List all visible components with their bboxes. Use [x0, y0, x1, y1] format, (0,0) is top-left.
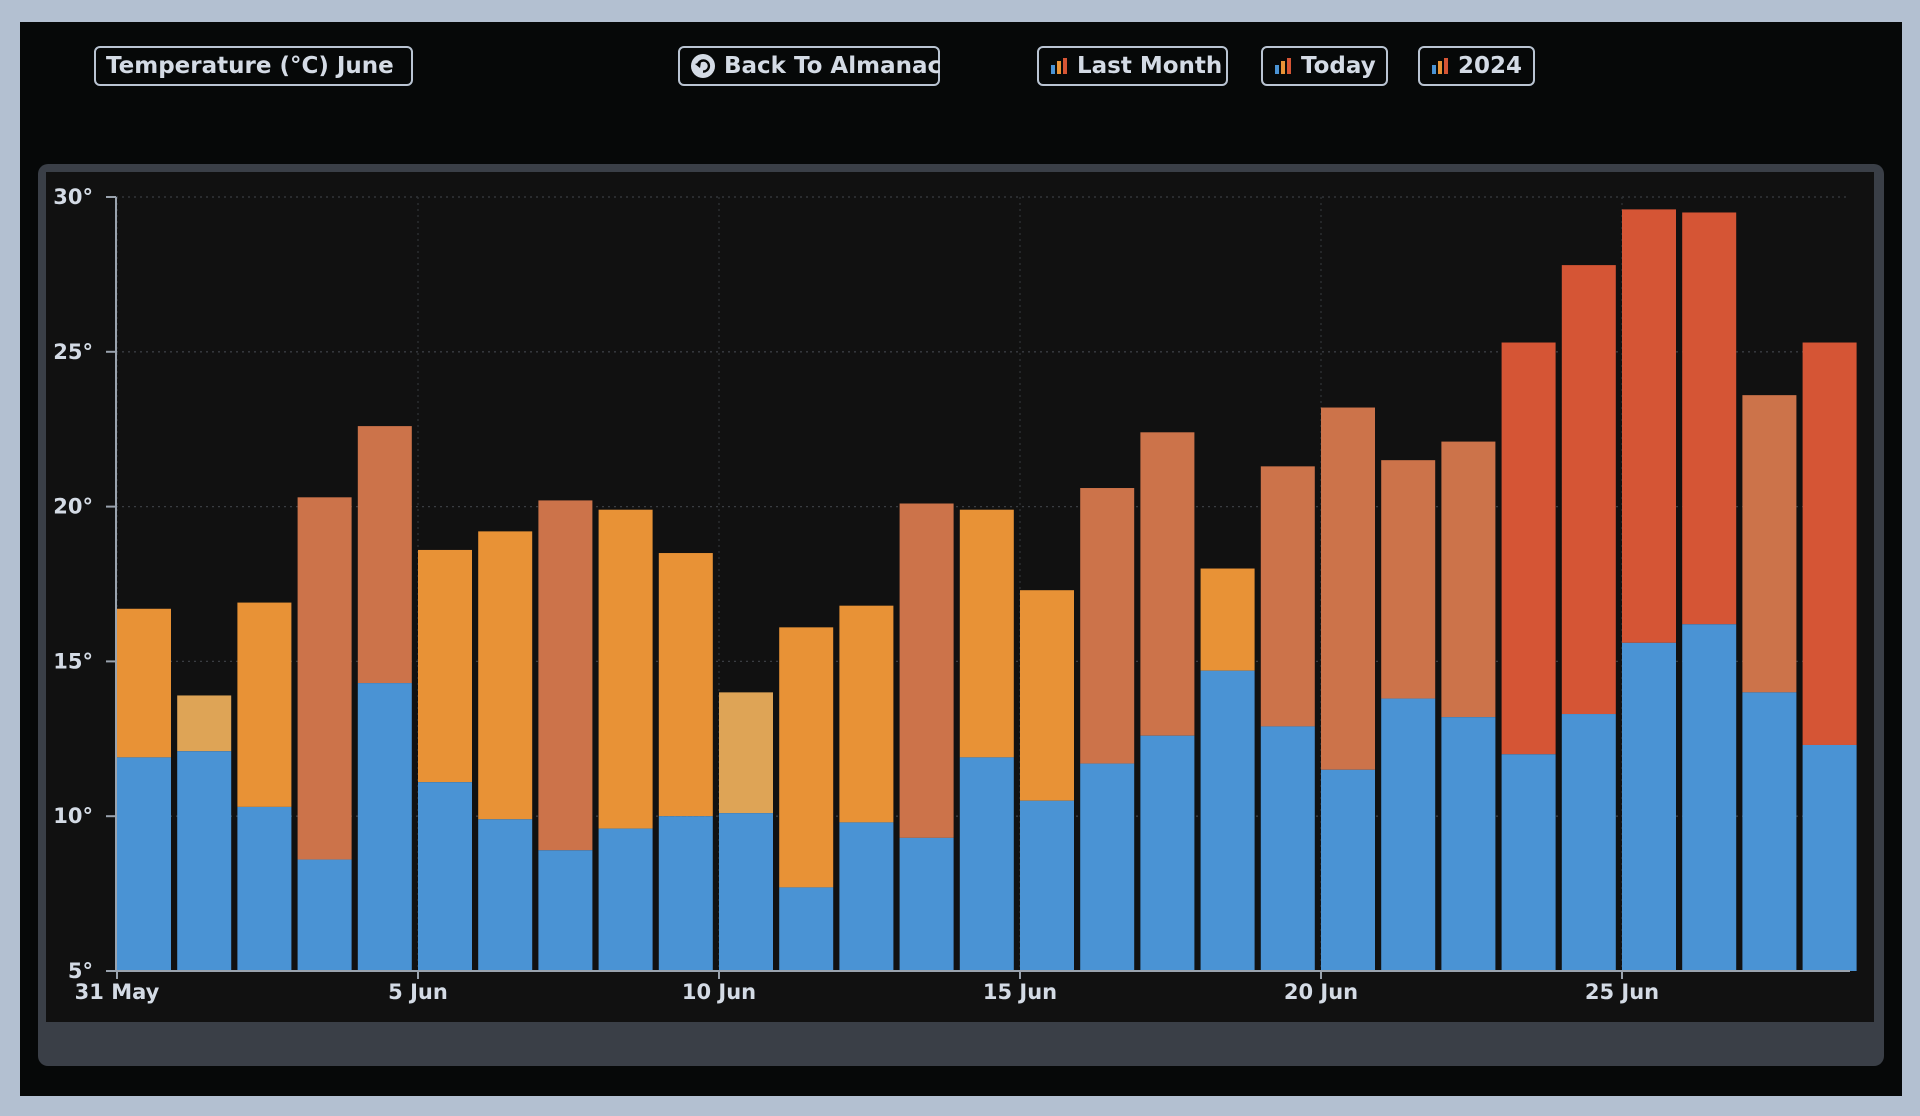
min-temp-bar	[177, 751, 232, 971]
min-temp-bar	[1200, 670, 1255, 971]
x-tick-label: 10 Jun	[682, 980, 756, 1004]
bar-chart-icon	[1273, 56, 1293, 76]
min-temp-bar	[779, 887, 834, 971]
max-temp-bar	[117, 608, 171, 758]
max-temp-bar	[1321, 407, 1375, 770]
y-tick-label: 25°	[53, 340, 93, 364]
axes	[106, 196, 1850, 979]
max-temp-bar	[1802, 342, 1857, 745]
year-2024-button[interactable]: 2024	[1418, 46, 1535, 86]
chart-title-label: Temperature (°C) June	[106, 53, 394, 79]
x-tick-label: 5 Jun	[388, 980, 448, 1004]
max-temp-bar	[538, 500, 593, 851]
min-temp-bar	[297, 859, 352, 971]
max-temp-bar	[1381, 460, 1436, 699]
max-temp-bar	[1080, 488, 1135, 764]
max-temp-bar	[478, 531, 533, 820]
today-label: Today	[1301, 53, 1376, 79]
max-temp-bar	[1200, 568, 1255, 671]
max-temp-bar	[779, 627, 834, 888]
year-2024-label: 2024	[1458, 53, 1523, 79]
max-temp-bar	[1561, 265, 1616, 715]
min-temp-bar	[1501, 754, 1556, 971]
min-temp-bar	[658, 816, 713, 971]
chart-title-button[interactable]: Temperature (°C) June	[94, 46, 413, 86]
min-temp-bar	[418, 782, 472, 971]
max-temp-bar	[1020, 590, 1074, 801]
min-temp-bar	[1622, 642, 1676, 971]
x-tick-label: 15 Jun	[983, 980, 1057, 1004]
back-to-almanac-button[interactable]: Back To Almanac	[678, 46, 942, 86]
y-tick-label: 10°	[53, 804, 93, 828]
x-tick-label: 31 May	[75, 980, 160, 1004]
max-temp-bar	[719, 692, 773, 814]
y-tick-label: 30°	[53, 185, 93, 209]
min-temp-bar	[1080, 763, 1135, 971]
max-temp-bar	[1742, 395, 1797, 693]
x-tick-label: 20 Jun	[1284, 980, 1358, 1004]
min-temp-bar	[237, 806, 292, 971]
y-tick-label: 15°	[53, 649, 93, 673]
min-temp-bar	[959, 757, 1014, 971]
min-temp-bar	[839, 822, 894, 971]
min-temp-bar	[1802, 744, 1857, 971]
last-month-button[interactable]: Last Month	[1037, 46, 1228, 86]
max-temp-bar	[1501, 342, 1556, 755]
min-temp-bar	[538, 850, 593, 971]
min-temp-bar	[1020, 800, 1074, 971]
max-temp-bar	[1260, 466, 1315, 727]
max-temp-bar	[959, 509, 1014, 758]
max-temp-bar	[598, 509, 653, 829]
max-temp-bar	[658, 553, 713, 817]
last-month-label: Last Month	[1077, 53, 1223, 79]
today-button[interactable]: Today	[1261, 46, 1388, 86]
back-to-almanac-label: Back To Almanac	[724, 53, 942, 79]
min-temp-bar	[1441, 717, 1496, 971]
max-temp-bar	[418, 549, 472, 783]
bar-chart-icon	[1430, 56, 1450, 76]
max-temp-bar	[297, 497, 352, 860]
max-temp-bar	[839, 605, 894, 823]
min-temp-bar	[117, 757, 171, 971]
min-temp-bar	[899, 837, 954, 971]
min-temp-bar	[598, 828, 653, 971]
max-temp-bar	[237, 602, 292, 807]
x-tick-label: 25 Jun	[1585, 980, 1659, 1004]
min-temp-bar	[1381, 698, 1436, 971]
y-tick-label: 20°	[53, 495, 93, 519]
min-temp-bar	[1140, 735, 1195, 971]
min-temp-bar	[478, 819, 533, 971]
min-temp-bar	[1742, 692, 1797, 971]
min-temp-bar	[1260, 726, 1315, 971]
y-tick-label: 5°	[68, 959, 93, 983]
max-temp-bar	[1622, 209, 1676, 643]
min-temp-bar	[1321, 769, 1375, 971]
min-temp-bar	[1682, 624, 1737, 971]
max-temp-bar	[357, 426, 412, 684]
bars	[117, 209, 1857, 971]
max-temp-bar	[1682, 212, 1737, 625]
tick-labels: 5° 10° 15° 20° 25° 30° 31 May 5 Jun 10 Jun 15 Jun…	[53, 185, 1659, 1004]
min-temp-bar	[719, 813, 773, 971]
max-temp-bar	[177, 695, 232, 752]
max-temp-bar	[1140, 432, 1195, 736]
min-temp-bar	[1561, 714, 1616, 971]
undo-circle-icon	[690, 53, 716, 79]
max-temp-bar	[899, 503, 954, 838]
max-temp-bar	[1441, 441, 1496, 718]
min-temp-bar	[357, 683, 412, 971]
bar-chart-icon	[1049, 56, 1069, 76]
